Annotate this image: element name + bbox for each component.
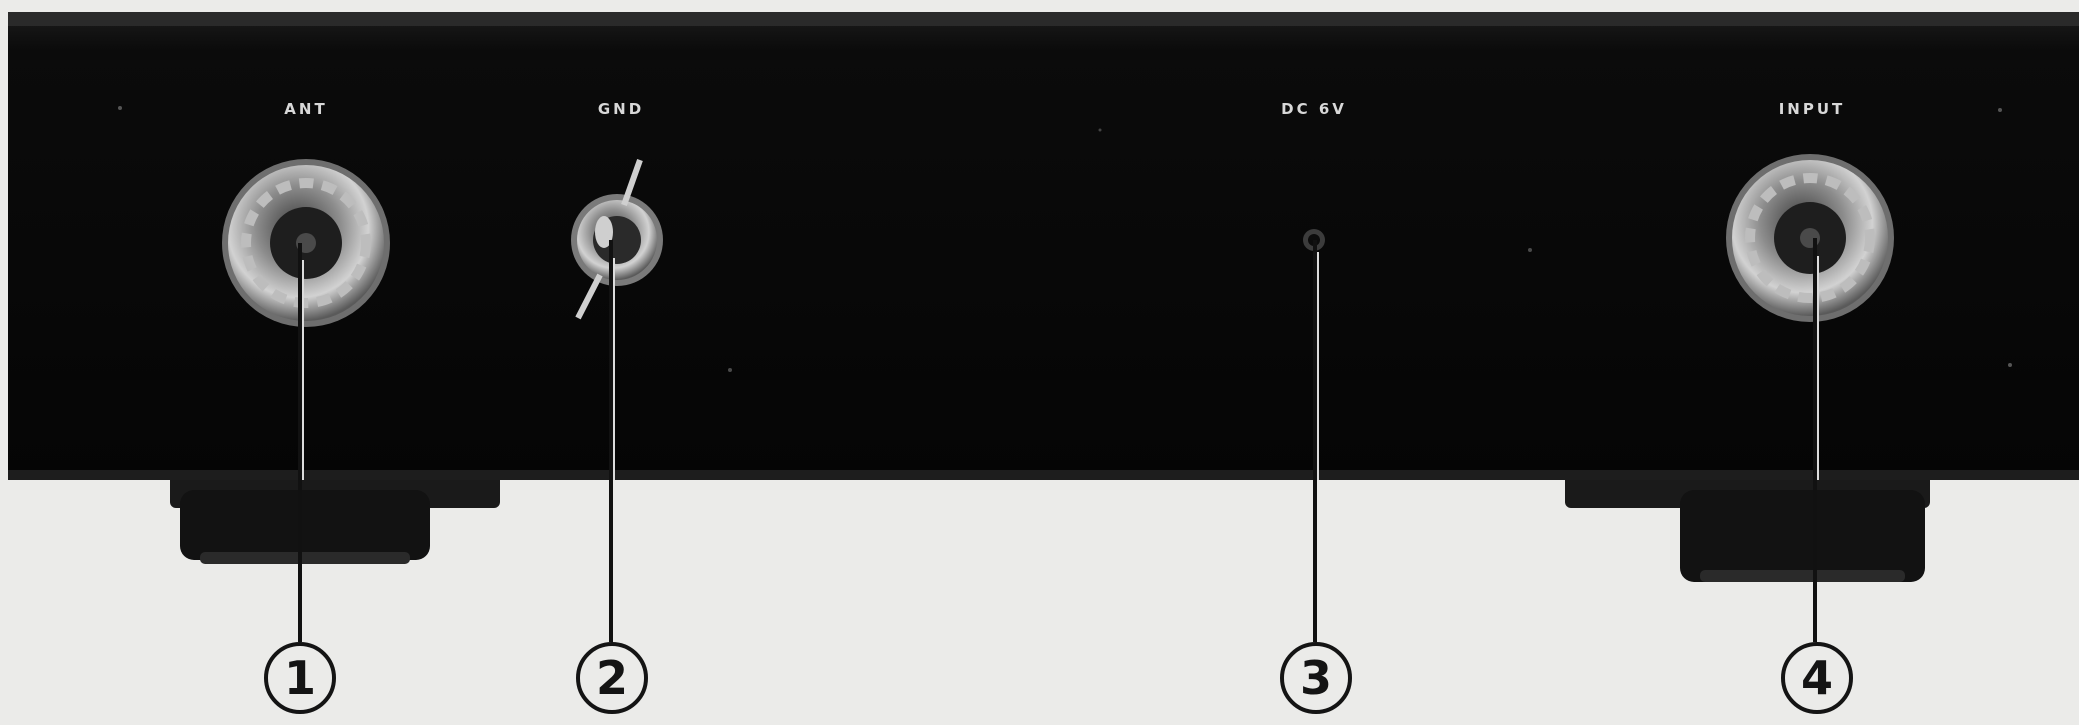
panel-label-dc: DC 6V bbox=[1281, 100, 1347, 118]
input-connector-icon bbox=[1726, 154, 1894, 322]
callout-3: 3 bbox=[1280, 642, 1352, 714]
callout-1: 1 bbox=[264, 642, 336, 714]
gnd-terminal-icon bbox=[571, 158, 663, 320]
callout-4: 4 bbox=[1781, 642, 1853, 714]
ant-connector-icon bbox=[222, 159, 390, 327]
callout-2: 2 bbox=[576, 642, 648, 714]
panel-label-ant: ANT bbox=[284, 100, 328, 118]
leader-lines bbox=[298, 238, 1819, 642]
panel-label-input: INPUT bbox=[1778, 100, 1846, 118]
panel-label-gnd: GND bbox=[597, 100, 645, 118]
